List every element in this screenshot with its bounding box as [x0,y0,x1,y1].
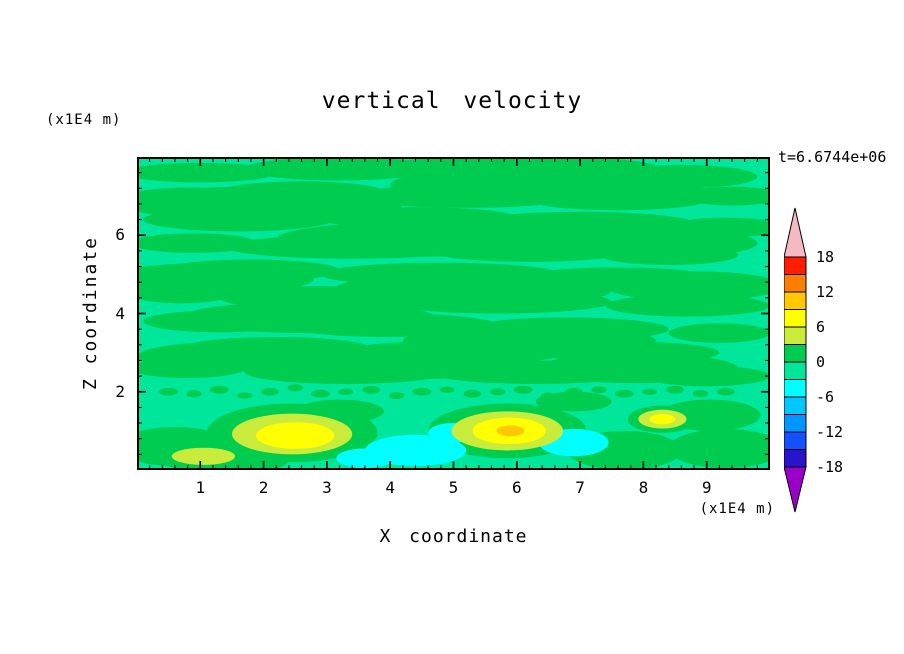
y-axis-unit-label: (x1E4 m) [46,112,122,128]
contour-plot-area [137,157,770,470]
y-tick-label: 6 [115,225,125,245]
y-tick-label: 4 [115,303,125,323]
contour-field-svg [137,157,770,470]
x-tick-label: 8 [638,478,649,497]
y-tick-label: 2 [115,381,125,401]
x-tick-label: 3 [322,478,332,497]
x-tick-label: 1 [195,478,206,497]
colorbar-svg: 18 12 6 0 -6 -12 -18 [783,207,843,513]
colorbar-tick-label: 6 [816,318,825,336]
colorbar: 18 12 6 0 -6 -12 -18 [783,205,859,523]
x-axis-unit-label: (x1E4 m) [699,501,775,517]
x-tick-label: 6 [511,478,522,497]
x-tick-label: 4 [385,478,395,497]
x-tick-label: 5 [448,478,459,497]
colorbar-tick-label: 12 [816,283,834,301]
colorbar-tick-label: 0 [816,353,825,371]
colorbar-tick-label: -18 [816,458,843,476]
x-tick-label: 7 [575,478,585,497]
colorbar-tick-label: -6 [816,388,834,406]
time-annotation: t=6.6744e+06 [778,148,887,166]
contour-field [137,157,770,470]
colorbar-tick-label: 18 [816,248,834,266]
chart-title: vertical velocity [321,88,583,114]
colorbar-tick-label: -12 [816,423,843,441]
x-tick-label: 9 [701,478,712,497]
x-tick-label: 2 [258,478,269,497]
x-axis-label: X coordinate [379,526,528,547]
plot-frame [137,157,770,470]
